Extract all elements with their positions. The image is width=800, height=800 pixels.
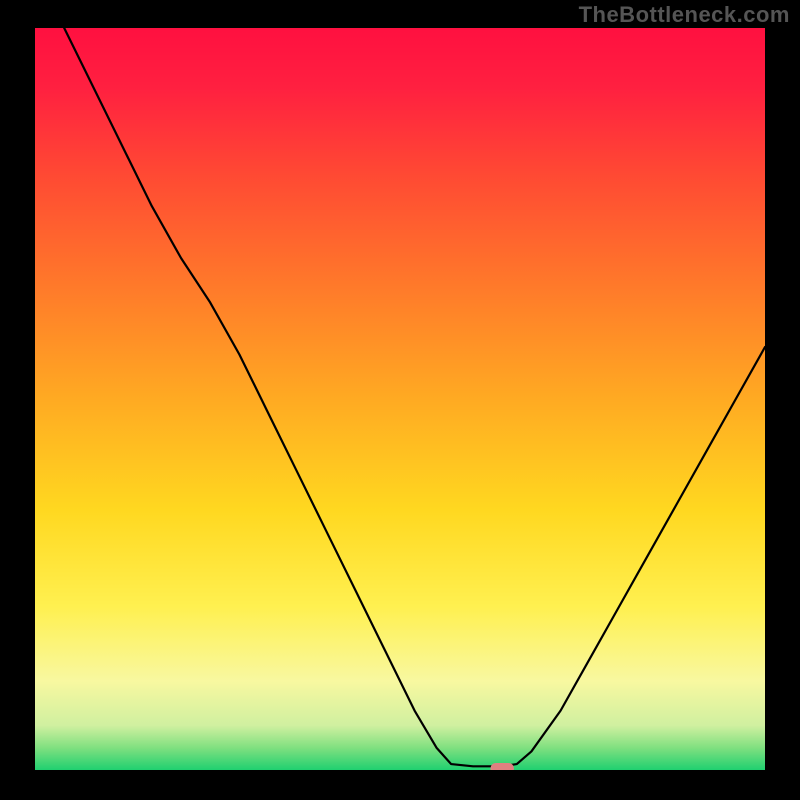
gradient-background (35, 28, 765, 770)
chart-container (35, 28, 765, 770)
chart-svg (35, 28, 765, 770)
watermark-text: TheBottleneck.com (579, 2, 790, 28)
minimum-marker (491, 763, 514, 770)
